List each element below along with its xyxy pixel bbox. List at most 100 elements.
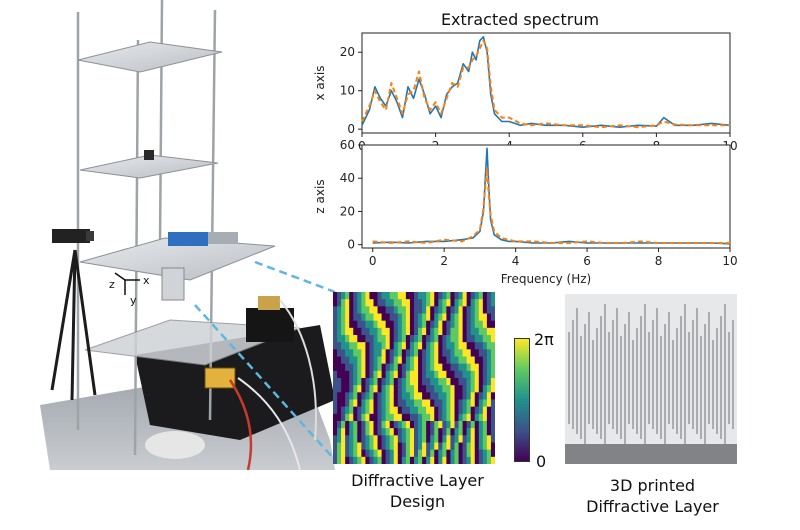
heatmap-cell bbox=[365, 342, 370, 350]
heatmap-cell bbox=[397, 413, 403, 422]
heatmap-cell bbox=[337, 392, 342, 400]
heatmap-cell bbox=[377, 292, 382, 300]
heatmap-cell bbox=[397, 435, 403, 443]
heatmap-cell bbox=[357, 449, 362, 458]
heatmap-cell bbox=[430, 456, 435, 464]
heatmap-cell bbox=[373, 370, 378, 379]
heatmap-cell bbox=[337, 413, 342, 422]
heatmap-cell bbox=[361, 378, 366, 386]
heatmap-cell bbox=[418, 435, 423, 443]
heatmap-cell bbox=[478, 363, 484, 372]
heatmap-cell bbox=[438, 435, 443, 443]
heatmap-cell bbox=[389, 406, 395, 415]
heatmap-cell bbox=[462, 399, 467, 407]
heatmap-cell bbox=[369, 413, 374, 422]
heatmap-cell bbox=[442, 413, 447, 422]
heatmap-cell bbox=[373, 442, 378, 450]
heatmap-cell bbox=[418, 356, 423, 364]
plot-frame-0 bbox=[361, 32, 731, 134]
heatmap-cell bbox=[357, 435, 362, 443]
heatmap-cell bbox=[341, 449, 346, 458]
heatmap-cell bbox=[470, 456, 476, 464]
heatmap-cell bbox=[422, 406, 427, 415]
heatmap-cell bbox=[365, 428, 370, 436]
heatmap-cell bbox=[393, 320, 399, 329]
heatmap-cell bbox=[438, 449, 443, 458]
heatmap-cell bbox=[430, 327, 435, 336]
heatmap-cell bbox=[438, 313, 443, 321]
heatmap-cell bbox=[353, 392, 358, 400]
heatmap-cell bbox=[482, 335, 488, 343]
heatmap-cell bbox=[450, 292, 455, 300]
heatmap-cell bbox=[450, 421, 455, 429]
heatmap-cell bbox=[486, 378, 492, 386]
y-tick-label: 0 bbox=[347, 238, 355, 252]
heatmap-cell bbox=[385, 456, 390, 464]
heatmap-cell bbox=[482, 370, 488, 379]
heatmap-cell bbox=[361, 342, 366, 350]
heatmap-cell bbox=[365, 335, 370, 343]
heatmap-cell bbox=[414, 378, 419, 386]
heatmap-cell bbox=[450, 456, 455, 464]
heatmap-cell bbox=[345, 406, 350, 415]
heatmap-cell bbox=[474, 378, 480, 386]
y-tick-label: 0 bbox=[347, 122, 355, 136]
heatmap-cell bbox=[409, 435, 415, 443]
heatmap-cell bbox=[405, 385, 411, 393]
heatmap-cell bbox=[349, 421, 354, 429]
heatmap-cell bbox=[333, 370, 338, 379]
heatmap-cell bbox=[389, 449, 395, 458]
heatmap-cell bbox=[430, 335, 435, 343]
heatmap-cell bbox=[446, 299, 451, 307]
heatmap-cell bbox=[430, 442, 435, 450]
heatmap-cell bbox=[373, 413, 378, 422]
heatmap-cell bbox=[337, 378, 342, 386]
heatmap-cell bbox=[434, 292, 439, 300]
heatmap-cell bbox=[418, 320, 423, 329]
heatmap-cell bbox=[482, 349, 488, 357]
heatmap-cell bbox=[454, 435, 459, 443]
heatmap-cell bbox=[450, 435, 455, 443]
source-module bbox=[204, 367, 236, 389]
heatmap-cell bbox=[434, 449, 439, 458]
heatmap-cell bbox=[490, 392, 495, 400]
camera bbox=[52, 229, 90, 243]
heatmap-cell bbox=[458, 406, 463, 415]
heatmap-cell bbox=[478, 292, 484, 300]
heatmap-cell bbox=[337, 370, 342, 379]
heatmap-cell bbox=[361, 449, 366, 458]
heatmap-cell bbox=[450, 370, 455, 379]
heatmap-cell bbox=[478, 378, 484, 386]
heatmap-cell bbox=[361, 428, 366, 436]
x-tick-label: 6 bbox=[583, 254, 591, 268]
heatmap-cell bbox=[454, 413, 459, 422]
heatmap-cell bbox=[474, 399, 480, 407]
heatmap-cell bbox=[486, 327, 492, 336]
heatmap-cell bbox=[466, 342, 471, 350]
heatmap-cell bbox=[353, 335, 358, 343]
heatmap-cell bbox=[349, 306, 354, 314]
axis-y-label: y bbox=[130, 294, 137, 307]
heatmap-cell bbox=[450, 356, 455, 364]
heatmap-cell bbox=[377, 435, 382, 443]
heatmap-cell bbox=[470, 399, 476, 407]
heatmap-cell bbox=[365, 385, 370, 393]
heatmap-cell bbox=[418, 313, 423, 321]
heatmap-cell bbox=[405, 306, 411, 314]
heatmap-cell bbox=[458, 428, 463, 436]
heatmap-cell bbox=[349, 449, 354, 458]
heatmap-cell bbox=[337, 442, 342, 450]
heatmap-cell bbox=[418, 449, 423, 458]
heatmap-cell bbox=[446, 392, 451, 400]
heatmap-cell bbox=[478, 399, 484, 407]
heatmap-cell bbox=[385, 392, 390, 400]
heatmap-cell bbox=[377, 428, 382, 436]
heatmap-cell bbox=[381, 378, 386, 386]
heatmap-cell bbox=[341, 306, 346, 314]
heatmap-cell bbox=[341, 342, 346, 350]
heatmap-cell bbox=[349, 406, 354, 415]
heatmap-cell bbox=[454, 399, 459, 407]
heatmap-cell bbox=[365, 399, 370, 407]
heatmap-cell bbox=[414, 392, 419, 400]
